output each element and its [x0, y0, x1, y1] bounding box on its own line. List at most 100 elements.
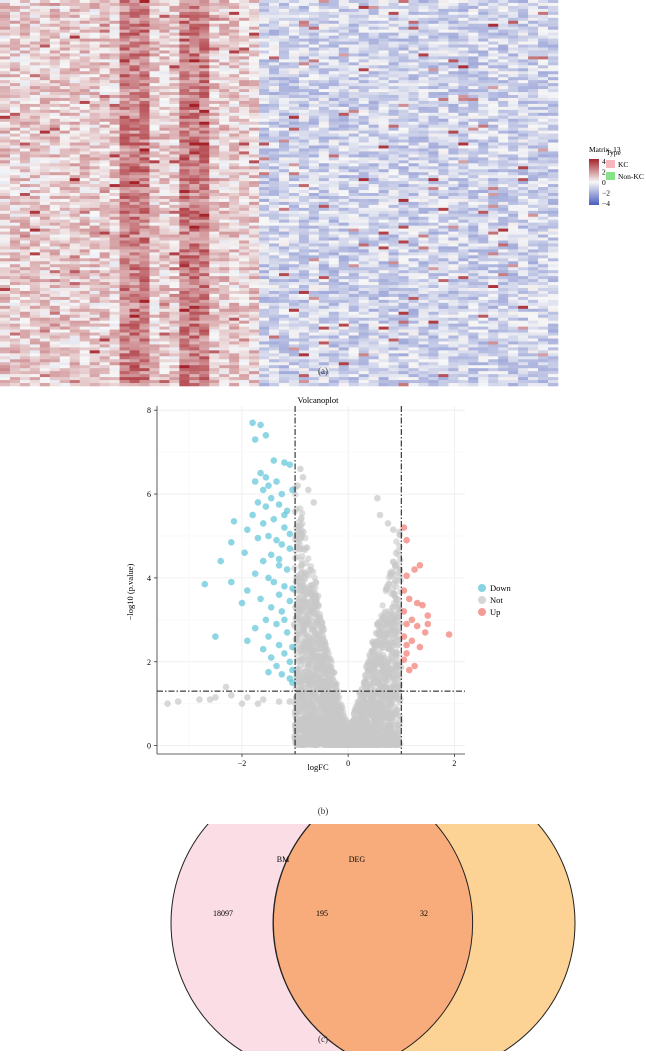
- heatmap-cell: [59, 175, 71, 179]
- heatmap-cell: [348, 338, 360, 342]
- heatmap-cell: [119, 240, 130, 244]
- heatmap-cell: [288, 377, 300, 381]
- heatmap-cell: [109, 332, 120, 336]
- heatmap-cell: [99, 83, 110, 87]
- heatmap-cell: [89, 89, 100, 93]
- heatmap-cell: [318, 44, 330, 48]
- heatmap-cell: [328, 249, 340, 253]
- heatmap-cell: [9, 234, 21, 238]
- heatmap-cell: [19, 201, 31, 206]
- heatmap-cell: [288, 142, 300, 146]
- heatmap-cell: [269, 255, 280, 259]
- heatmap-cell: [209, 148, 220, 152]
- heatmap-cell: [9, 74, 21, 78]
- heatmap-cell: [318, 26, 330, 30]
- heatmap-cell: [29, 32, 41, 36]
- heatmap-cell: [209, 59, 220, 63]
- heatmap-cell: [89, 68, 100, 72]
- heatmap-cell: [0, 305, 11, 310]
- heatmap-cell: [79, 258, 90, 262]
- heatmap-cell: [149, 267, 160, 271]
- heatmap-cell: [119, 234, 130, 238]
- heatmap-cell: [109, 311, 120, 316]
- heatmap-cell: [338, 323, 350, 327]
- heatmap-cell: [99, 308, 110, 313]
- heatmap-cell: [169, 255, 180, 259]
- heatmap-cell: [298, 290, 310, 295]
- heatmap-cell: [249, 71, 260, 75]
- heatmap-cell: [79, 56, 90, 60]
- heatmap-cell: [129, 261, 140, 265]
- heatmap-cell: [59, 225, 71, 229]
- heatmap-cell: [29, 273, 41, 277]
- heatmap-cell: [298, 154, 310, 158]
- heatmap-cell: [298, 338, 310, 342]
- heatmap-cell: [249, 296, 260, 301]
- heatmap-cell: [378, 166, 389, 170]
- heatmap-cell: [69, 344, 81, 348]
- heatmap-cell: [59, 121, 71, 126]
- heatmap-cell: [69, 383, 81, 387]
- heatmap-cell: [219, 252, 230, 256]
- heatmap-cell: [259, 204, 270, 209]
- heatmap-cell: [338, 267, 350, 271]
- heatmap-cell: [199, 56, 210, 60]
- heatmap-cell: [328, 207, 340, 212]
- heatmap-cell: [69, 65, 81, 69]
- heatmap-cell: [0, 273, 11, 277]
- heatmap-cell: [89, 169, 100, 173]
- heatmap-cell: [249, 246, 260, 250]
- heatmap-cell: [318, 2, 330, 7]
- heatmap-cell: [358, 50, 369, 54]
- heatmap-cell: [189, 151, 200, 155]
- heatmap-cell: [348, 377, 360, 381]
- heatmap-cell: [159, 74, 170, 78]
- heatmap-cell: [298, 47, 310, 51]
- heatmap-cell: [149, 270, 160, 274]
- heatmap-cell: [49, 225, 61, 229]
- heatmap-cell: [99, 68, 110, 72]
- heatmap-cell: [368, 130, 379, 134]
- heatmap-cell: [219, 139, 230, 143]
- heatmap-cell: [269, 83, 280, 87]
- heatmap-cell: [259, 20, 270, 25]
- heatmap-cell: [368, 62, 379, 66]
- heatmap-cell: [89, 314, 100, 319]
- heatmap-cell: [219, 92, 230, 96]
- heatmap-cell: [249, 210, 260, 215]
- heatmap-cell: [69, 198, 81, 203]
- heatmap-cell: [99, 290, 110, 295]
- heatmap-cell: [269, 41, 280, 45]
- heatmap-cell: [169, 148, 180, 152]
- heatmap-cell: [239, 187, 250, 191]
- heatmap-cell: [219, 383, 230, 387]
- heatmap-cell: [298, 32, 310, 36]
- heatmap-cell: [19, 365, 31, 369]
- heatmap-cell: [279, 347, 290, 351]
- heatmap-cell: [239, 341, 250, 345]
- heatmap-cell: [239, 74, 250, 78]
- heatmap-cell: [19, 302, 31, 307]
- heatmap-cell: [288, 95, 300, 99]
- heatmap-cell: [59, 288, 71, 292]
- heatmap-cell: [49, 365, 61, 369]
- heatmap-cell: [179, 293, 190, 298]
- heatmap-cell: [19, 160, 31, 164]
- heatmap-cell: [368, 115, 379, 120]
- heatmap-cell: [348, 175, 360, 179]
- heatmap-cell: [199, 20, 210, 25]
- heatmap-cell: [279, 133, 290, 137]
- heatmap-cell: [129, 92, 140, 96]
- heatmap-cell: [119, 2, 130, 7]
- heatmap-cell: [318, 204, 330, 209]
- heatmap-cell: [159, 368, 170, 372]
- heatmap-cell: [259, 377, 270, 381]
- heatmap-cell: [149, 124, 160, 128]
- heatmap-cell: [269, 68, 280, 72]
- heatmap-cell: [279, 231, 290, 235]
- heatmap-cell: [0, 249, 11, 253]
- heatmap-cell: [288, 35, 300, 39]
- heatmap-cell: [219, 326, 230, 330]
- heatmap-cell: [308, 103, 320, 108]
- heatmap-cell: [149, 32, 160, 36]
